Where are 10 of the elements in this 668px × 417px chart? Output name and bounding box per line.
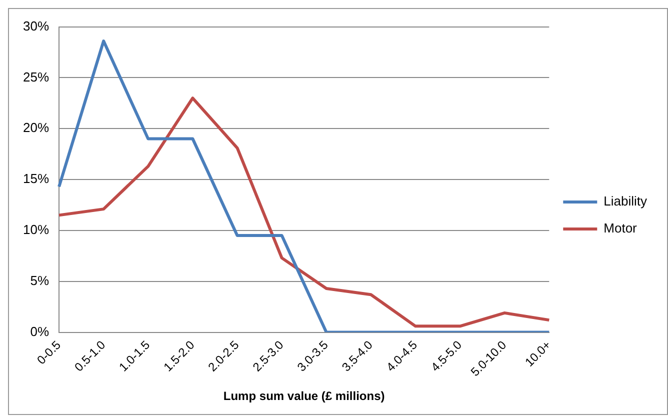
y-tick-label: 15%: [22, 171, 50, 186]
x-axis-title: Lump sum value (£ millions): [223, 389, 385, 404]
y-tick-label: 25%: [22, 69, 50, 84]
legend-label: Liability: [604, 194, 648, 209]
y-tick-label: 10%: [22, 222, 50, 238]
y-tick-label: 0%: [30, 324, 50, 339]
legend-label: Motor: [604, 220, 638, 236]
y-tick-label: 30%: [22, 18, 50, 34]
y-tick-label: 20%: [22, 120, 50, 136]
y-tick-label: 5%: [30, 272, 50, 288]
